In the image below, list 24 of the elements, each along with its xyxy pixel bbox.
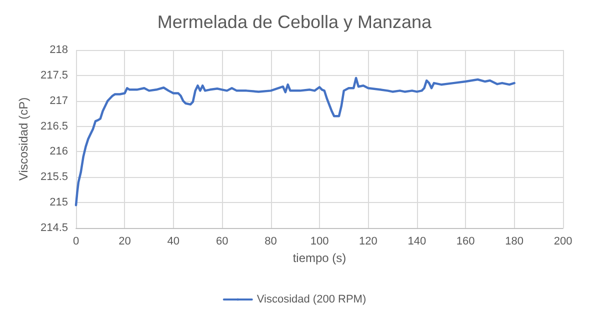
x-tick-label: 0 — [72, 236, 80, 248]
y-tick-label: 218 — [50, 44, 68, 56]
line-series — [74, 76, 516, 206]
x-tick-label: 40 — [167, 236, 180, 248]
y-tick-label: 216 — [50, 146, 68, 158]
y-tick-label: 216.5 — [40, 120, 68, 132]
x-tick-label: 20 — [118, 236, 131, 248]
x-axis-title: tiempo (s) — [292, 251, 346, 265]
x-tick-label: 180 — [505, 236, 524, 248]
x-tick-label: 100 — [310, 236, 329, 248]
y-tick-label: 214.5 — [40, 222, 68, 234]
y-tick-label: 217 — [50, 94, 68, 107]
x-tick-label: 160 — [456, 236, 475, 248]
chart-title: Mermelada de Cebolla y Manzana — [157, 12, 433, 32]
x-tick-label: 60 — [216, 236, 228, 248]
y-tick-label: 215 — [50, 196, 68, 209]
y-tick-label: 217.5 — [40, 69, 68, 82]
y-axis-title: Viscosidad (cP) — [16, 97, 31, 181]
x-tick-label: 200 — [554, 236, 572, 248]
y-tick-label: 215.5 — [40, 171, 68, 184]
x-tick-label: 140 — [408, 236, 426, 248]
x-tick-label: 80 — [264, 236, 277, 248]
legend-label: Viscosidad (200 RPM) — [256, 294, 366, 306]
x-tick-label: 120 — [359, 236, 378, 248]
